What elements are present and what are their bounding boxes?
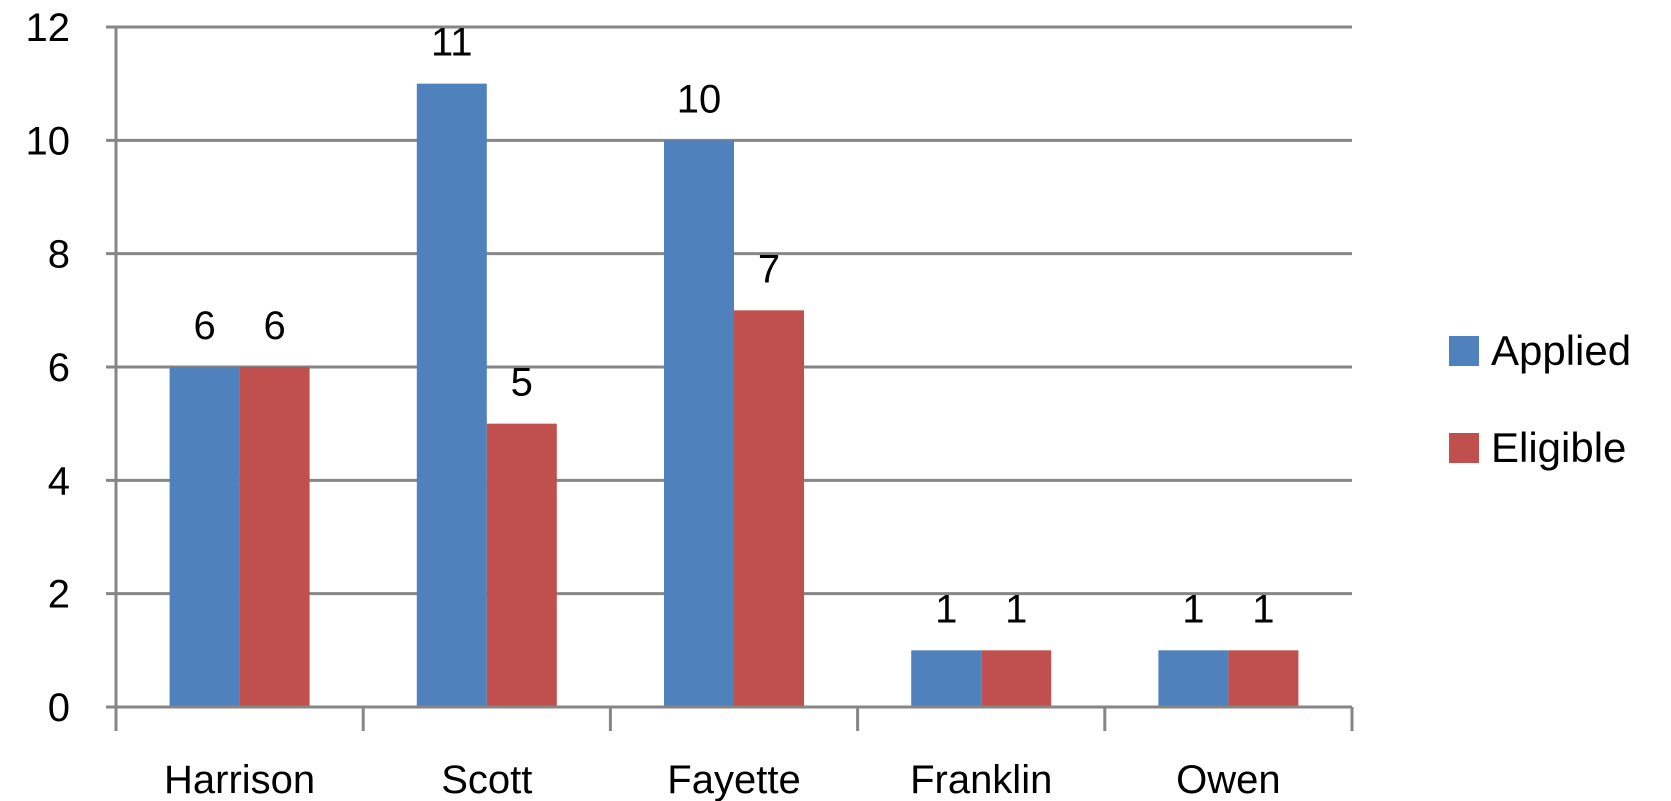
bar bbox=[486, 423, 557, 707]
x-category-label: Owen bbox=[1176, 758, 1281, 801]
y-axis: 0 2 4 6 8 10 12 bbox=[26, 6, 118, 730]
bar bbox=[734, 310, 804, 707]
y-tick-label: 2 bbox=[48, 573, 70, 617]
bar bbox=[239, 367, 310, 707]
y-tick-label: 8 bbox=[48, 233, 70, 277]
legend-label: Eligible bbox=[1491, 424, 1626, 471]
data-label: 1 bbox=[935, 587, 957, 631]
data-label: 11 bbox=[431, 21, 473, 65]
bar bbox=[664, 140, 734, 708]
legend-swatch bbox=[1449, 433, 1479, 463]
bar bbox=[911, 650, 982, 707]
bar bbox=[1158, 650, 1229, 707]
y-tick-label: 0 bbox=[48, 686, 70, 730]
bar bbox=[169, 367, 240, 707]
legend: Applied Eligible bbox=[1449, 327, 1631, 471]
legend-label: Applied bbox=[1491, 327, 1631, 374]
bar bbox=[1228, 650, 1299, 707]
data-label: 10 bbox=[677, 77, 722, 121]
data-label: 6 bbox=[263, 304, 285, 348]
data-label: 1 bbox=[1182, 587, 1204, 631]
data-label: 1 bbox=[1005, 587, 1027, 631]
bar bbox=[416, 83, 487, 707]
data-label: 7 bbox=[758, 247, 780, 291]
x-category-label: Fayette bbox=[667, 758, 800, 801]
x-axis: Harrison Scott Fayette Franklin Owen bbox=[114, 705, 1354, 801]
bars bbox=[169, 83, 1299, 708]
x-category-label: Scott bbox=[441, 758, 532, 801]
data-label: 6 bbox=[193, 304, 215, 348]
x-category-label: Franklin bbox=[910, 758, 1052, 801]
legend-swatch bbox=[1449, 336, 1479, 366]
y-tick-label: 10 bbox=[26, 119, 71, 163]
data-label: 1 bbox=[1252, 587, 1274, 631]
x-category-label: Harrison bbox=[164, 758, 315, 801]
bar bbox=[981, 650, 1052, 707]
y-tick-label: 6 bbox=[48, 346, 70, 390]
y-tick-label: 12 bbox=[26, 6, 71, 50]
y-tick-label: 4 bbox=[48, 459, 70, 503]
data-label: 5 bbox=[511, 361, 533, 405]
